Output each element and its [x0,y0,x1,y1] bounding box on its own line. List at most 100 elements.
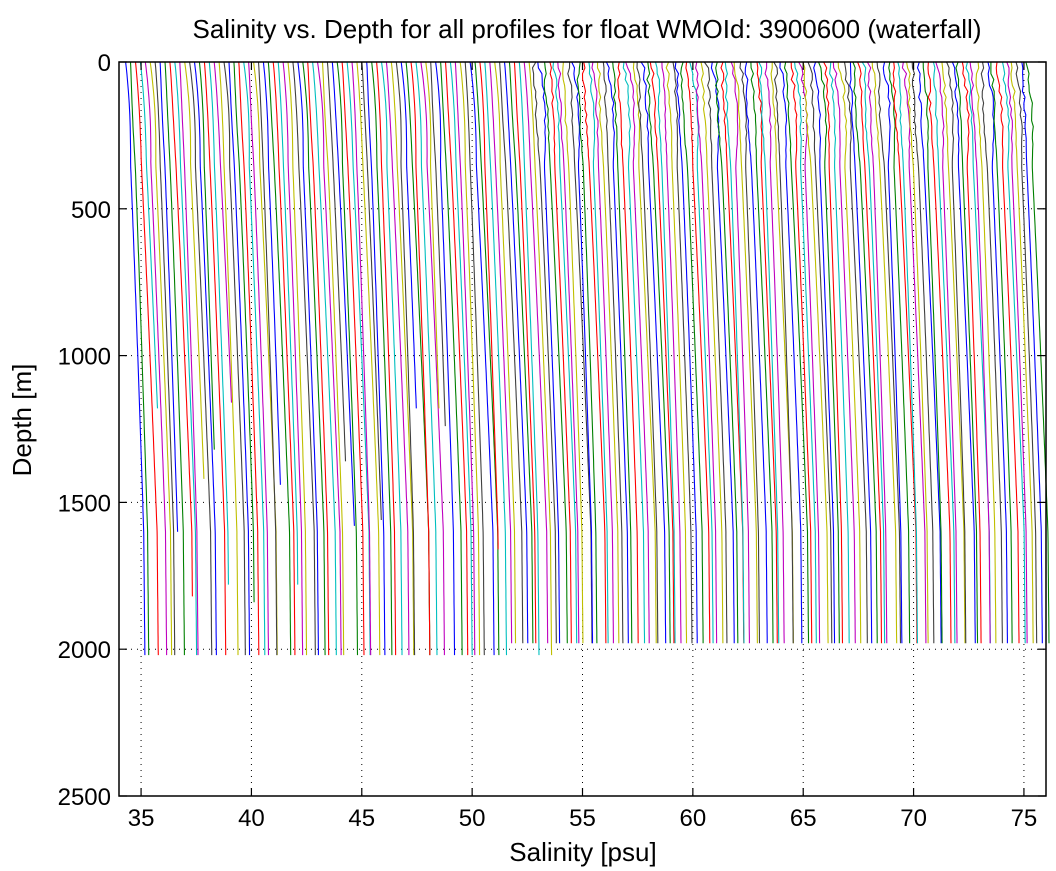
profile-line [543,61,568,644]
profile-line [837,61,862,644]
x-tick-label: 50 [459,805,486,832]
profile-line [351,61,372,656]
profile-line [646,61,671,644]
profile-line [213,61,233,403]
profile-line [184,61,205,479]
profile-line [612,61,633,644]
profile-line [129,61,150,656]
profile-line [892,61,918,644]
profile-line [897,61,919,644]
profile-line [756,61,778,644]
profile-line [649,61,675,644]
profile-line [700,61,724,644]
x-tick-label: 75 [1011,805,1038,832]
profile-line [674,61,698,644]
profile-line [537,61,561,644]
profile-line [672,61,693,644]
profile-line [297,61,319,656]
profile-line [366,61,386,656]
profile-line [636,61,659,644]
profile-line [385,61,410,656]
profile-line [169,61,193,597]
profile-line [243,61,266,656]
profile-line [588,61,609,644]
profile-line [277,61,299,585]
profile-line [198,61,215,450]
y-tick-label: 2000 [58,637,111,664]
profile-line [336,61,359,656]
chart-title: Salinity vs. Depth for all profiles for … [193,14,982,44]
profile-line [257,61,278,656]
profile-line [807,61,833,644]
profile-line [410,61,431,656]
profile-line [685,61,711,644]
profile-line [464,61,485,656]
profile-line [927,61,952,644]
x-tick-label: 65 [790,805,817,832]
profile-line [849,61,873,644]
profile-line [1006,61,1028,644]
profile-line [272,61,296,656]
profile-line [680,61,704,644]
profile-line [773,61,794,644]
profile-line [562,61,584,644]
profile-line [1025,61,1050,644]
profile-line [508,61,534,644]
profile-line [876,61,902,644]
profile-line [233,61,255,603]
profile-line [499,61,524,644]
profile-line [400,61,417,409]
profile-line [513,61,537,644]
profile-line [990,62,1013,644]
profile-line [817,61,840,644]
profile-line [730,61,750,644]
profile-line [518,61,540,656]
profile-line [435,61,456,656]
profile-lines [125,61,1050,656]
profile-line [794,61,817,644]
y-tick-label: 1500 [58,490,111,517]
profile-line [154,61,176,656]
profile-line [361,61,382,521]
profile-line [980,61,1003,644]
profile-line [798,61,821,644]
profile-line [425,61,440,409]
profile-line [144,61,168,656]
profile-line [164,61,185,656]
profile-line [549,61,572,644]
profile-line [764,62,785,644]
profile-line [665,61,688,644]
x-axis-ticks: 35 40 45 50 55 60 65 70 75 [128,62,1038,832]
profile-line [262,61,281,485]
profile-line [640,61,667,644]
profile-line [282,61,304,656]
profile-line [602,61,624,644]
profile-line [733,61,758,644]
profile-line [189,61,213,656]
profile-line [292,61,316,656]
profile-line [420,61,445,656]
x-tick-label: 70 [900,805,927,832]
profile-line [969,61,991,644]
x-tick-label: 60 [680,805,707,832]
profile-line [489,61,513,644]
profile-line [961,61,982,644]
profile-line [695,61,718,644]
profile-line [390,61,415,656]
x-tick-label: 35 [128,805,155,832]
profile-line [267,61,292,656]
profile-line [605,61,629,644]
profile-line [715,61,739,644]
profile-line [951,61,976,644]
profile-line [632,61,657,644]
profile-line [783,61,810,644]
profile-line [779,61,803,644]
profile-line [376,61,397,656]
profile-line [287,61,308,656]
profile-line [415,61,438,656]
profile-line [139,61,159,409]
profile-line [174,61,198,656]
profile-line [444,61,469,656]
profile-line [739,61,761,644]
profile-line [802,61,829,644]
